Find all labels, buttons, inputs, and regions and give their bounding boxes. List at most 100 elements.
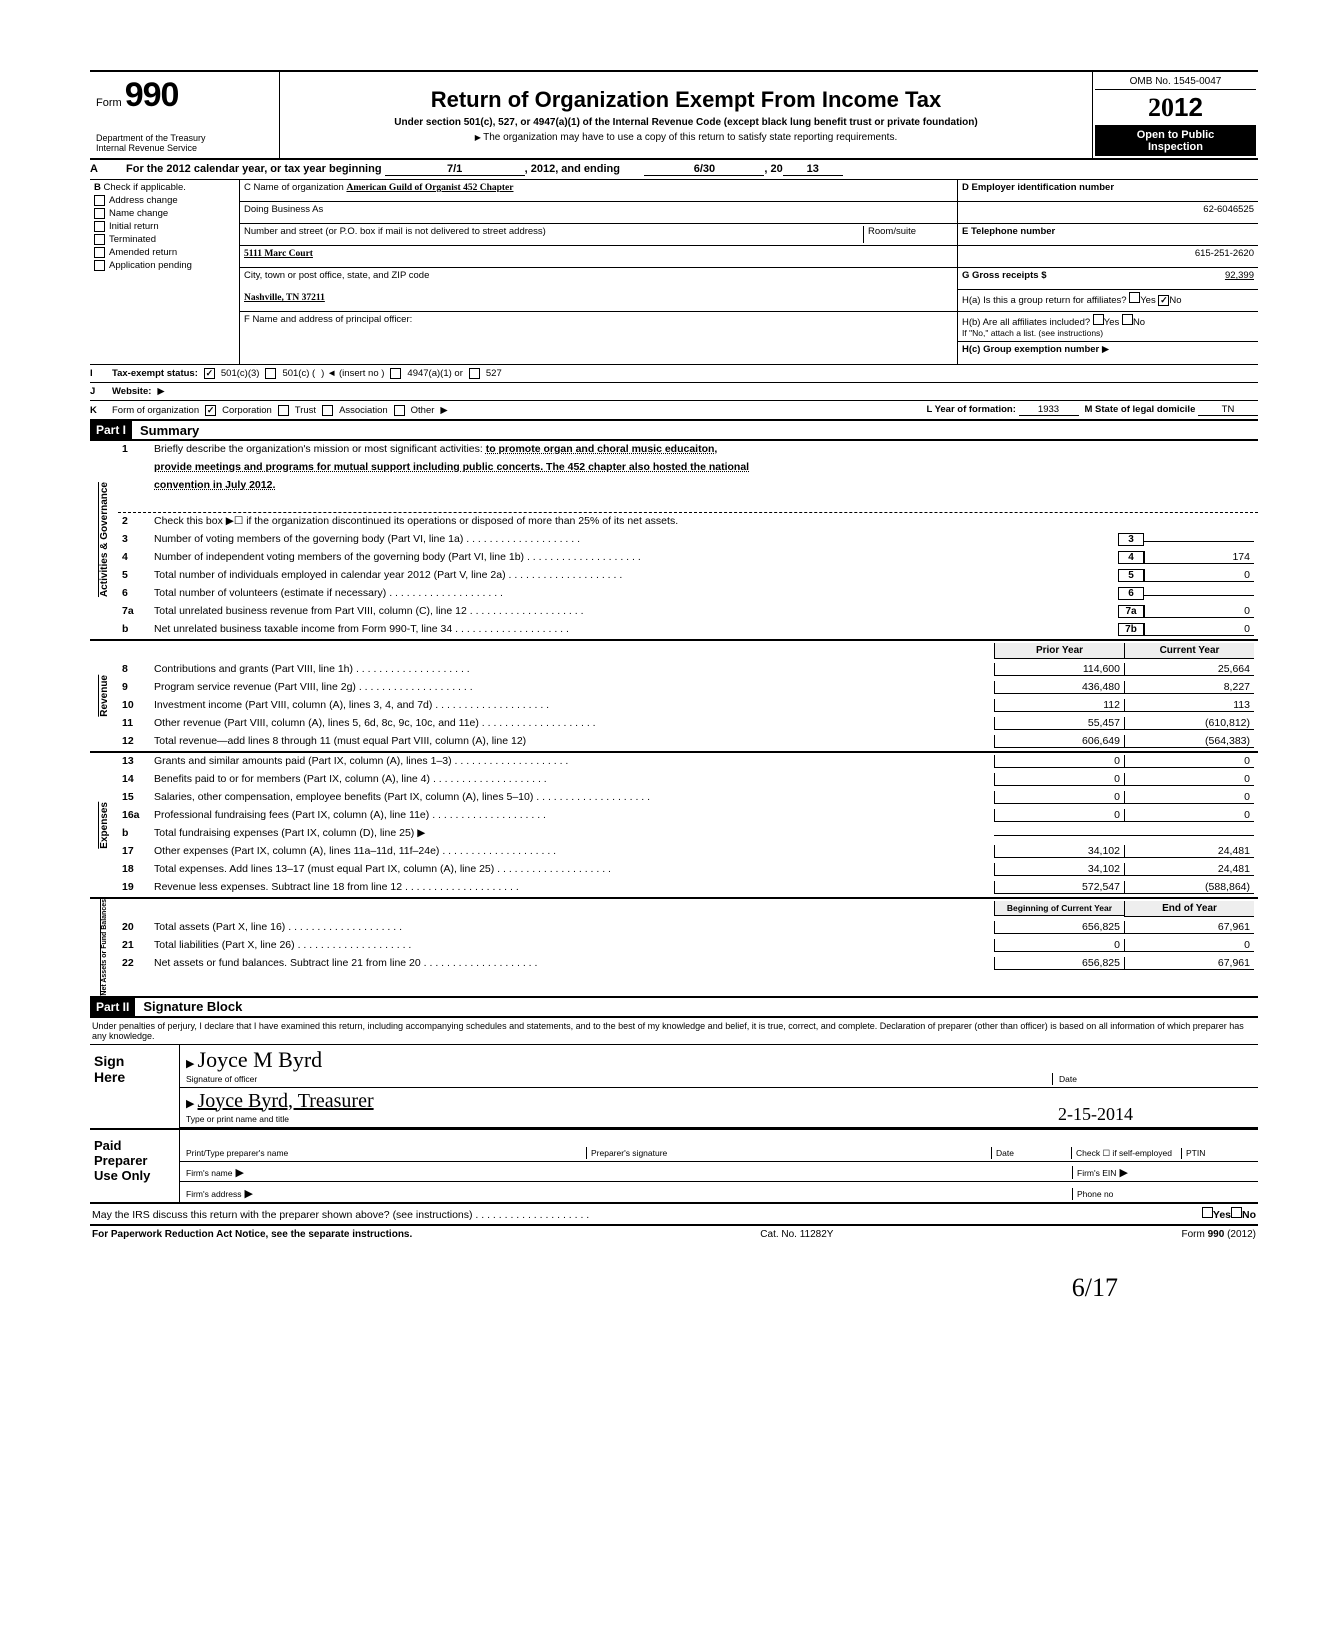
c-name-label: C Name of organization	[244, 182, 344, 193]
letter-k: K	[90, 405, 106, 416]
rev-body: Prior YearCurrent Year 8Contributions an…	[118, 641, 1258, 751]
exp-label: Expenses	[98, 802, 110, 849]
e18p: 34,102	[994, 863, 1124, 876]
omb-number: OMB No. 1545-0047	[1095, 74, 1256, 90]
officer-name[interactable]: Joyce Byrd, Treasurer	[198, 1090, 374, 1112]
cb-501c3[interactable]: ✓	[204, 368, 215, 379]
cb-4947[interactable]	[390, 368, 401, 379]
r10: Investment income (Part VIII, column (A)…	[154, 699, 994, 711]
prep-name-label: Print/Type preparer's name	[186, 1148, 288, 1158]
hb-no[interactable]	[1122, 314, 1133, 325]
a-text3: , 20	[764, 163, 782, 176]
yes2: Yes	[1104, 317, 1120, 328]
city[interactable]: Nashville, TN 37211	[244, 293, 325, 303]
curr-year: Current Year	[1124, 643, 1254, 659]
g7a: Total unrelated business revenue from Pa…	[154, 605, 1114, 617]
r9c: 8,227	[1124, 681, 1254, 694]
ha-yes[interactable]	[1129, 292, 1140, 303]
r9p: 436,480	[994, 681, 1124, 694]
k-label: Form of organization	[112, 405, 199, 416]
g4v[interactable]: 174	[1144, 551, 1254, 564]
checkbox-initial[interactable]	[94, 221, 105, 232]
g1c[interactable]: provide meetings and programs for mutual…	[154, 461, 1254, 473]
phone[interactable]: 615-251-2620	[1195, 248, 1254, 259]
useonly-word: Use Only	[94, 1168, 175, 1183]
cb-501c[interactable]	[265, 368, 276, 379]
checkbox-name-change[interactable]	[94, 208, 105, 219]
a-begin[interactable]: 7/1	[385, 163, 525, 176]
exp-body: 13Grants and similar amounts paid (Part …	[118, 753, 1258, 897]
n20c: 67,961	[1124, 921, 1254, 934]
k-assoc: Association	[339, 405, 388, 416]
e15: Salaries, other compensation, employee b…	[154, 791, 994, 803]
g5v[interactable]: 0	[1144, 569, 1254, 582]
column-b: B Check if applicable. Address change Na…	[90, 180, 240, 364]
paid-preparer-block: Paid Preparer Use Only Print/Type prepar…	[90, 1129, 1258, 1204]
e13p: 0	[994, 755, 1124, 768]
g7bv[interactable]: 0	[1144, 623, 1254, 636]
sig-fields: ▶ Joyce M ByrdSignature of officer Date …	[180, 1045, 1258, 1128]
irs-discuss-row: May the IRS discuss this return with the…	[90, 1204, 1258, 1226]
i-label: Tax-exempt status:	[112, 368, 198, 379]
a-endyear[interactable]: 13	[783, 163, 843, 176]
g7av[interactable]: 0	[1144, 605, 1254, 618]
gross[interactable]: 92,399	[1225, 270, 1254, 281]
a-end[interactable]: 6/30	[644, 163, 764, 176]
cb-other[interactable]	[394, 405, 405, 416]
declaration: Under penalties of perjury, I declare th…	[90, 1018, 1258, 1045]
b-addr: Address change	[109, 195, 178, 206]
irs-yes-box[interactable]	[1202, 1207, 1213, 1218]
b-initial: Initial return	[109, 221, 159, 232]
cb-corp[interactable]: ✓	[205, 405, 216, 416]
checkbox-pending[interactable]	[94, 260, 105, 271]
cb-trust[interactable]	[278, 405, 289, 416]
mstate[interactable]: TN	[1198, 404, 1258, 416]
prior-year: Prior Year	[994, 643, 1124, 659]
part-ii-label: Part II	[90, 998, 135, 1016]
ha-no[interactable]: ✓	[1158, 295, 1169, 306]
e17p: 34,102	[994, 845, 1124, 858]
street[interactable]: 5111 Marc Court	[244, 249, 313, 259]
net-block: Net Assets or Fund Balances Beginning of…	[90, 899, 1258, 998]
mstate-label: M State of legal domicile	[1085, 404, 1196, 415]
e17: Other expenses (Part IX, column (A), lin…	[154, 845, 994, 857]
officer-signature[interactable]: Joyce M Byrd	[198, 1047, 323, 1072]
rev-label: Revenue	[98, 675, 110, 717]
i-opt1: 501(c)(3)	[221, 368, 260, 379]
lyear[interactable]: 1933	[1019, 404, 1079, 416]
sign-date[interactable]: 2-15-2014	[1058, 1104, 1133, 1124]
section-a: A For the 2012 calendar year, or tax yea…	[90, 160, 1258, 180]
gov-label: Activities & Governance	[98, 482, 110, 597]
footer-mid: Cat. No. 11282Y	[760, 1229, 833, 1240]
exp-vert: Expenses	[90, 753, 118, 897]
checkbox-terminated[interactable]	[94, 234, 105, 245]
ein[interactable]: 62-6046525	[1203, 204, 1254, 215]
check-if-se[interactable]: Check ☐ if self-employed	[1072, 1148, 1182, 1159]
form-subtitle: Under section 501(c), 527, or 4947(a)(1)…	[288, 117, 1084, 128]
cb-527[interactable]	[469, 368, 480, 379]
irs-q: May the IRS discuss this return with the…	[92, 1209, 1202, 1221]
irs-no-box[interactable]	[1231, 1207, 1242, 1218]
column-c: C Name of organization American Guild of…	[240, 180, 958, 364]
bottom-initials: 6/17	[90, 1243, 1258, 1303]
checkbox-amended[interactable]	[94, 247, 105, 258]
e14: Benefits paid to or for members (Part IX…	[154, 773, 994, 785]
checkbox-address-change[interactable]	[94, 195, 105, 206]
r10c: 113	[1124, 699, 1254, 712]
r8: Contributions and grants (Part VIII, lin…	[154, 663, 994, 675]
e15c: 0	[1124, 791, 1254, 804]
a-text2: , 2012, and ending	[525, 163, 620, 176]
b-amend: Amended return	[109, 247, 177, 258]
gov-body: 1Briefly describe the organization's mis…	[118, 441, 1258, 639]
begin-year: Beginning of Current Year	[994, 901, 1124, 916]
end-year: End of Year	[1124, 901, 1254, 917]
org-name[interactable]: American Guild of Organist 452 Chapter	[346, 183, 513, 193]
cb-assoc[interactable]	[322, 405, 333, 416]
hb-yes[interactable]	[1093, 314, 1104, 325]
i-insert: ) ◄ (insert no )	[321, 368, 384, 379]
r12: Total revenue—add lines 8 through 11 (mu…	[154, 735, 994, 747]
g1d[interactable]: convention in July 2012.	[154, 479, 1254, 491]
g1b[interactable]: to promote organ and choral music educai…	[486, 443, 718, 455]
r11c: (610,812)	[1124, 717, 1254, 730]
footer-left: For Paperwork Reduction Act Notice, see …	[92, 1229, 412, 1240]
